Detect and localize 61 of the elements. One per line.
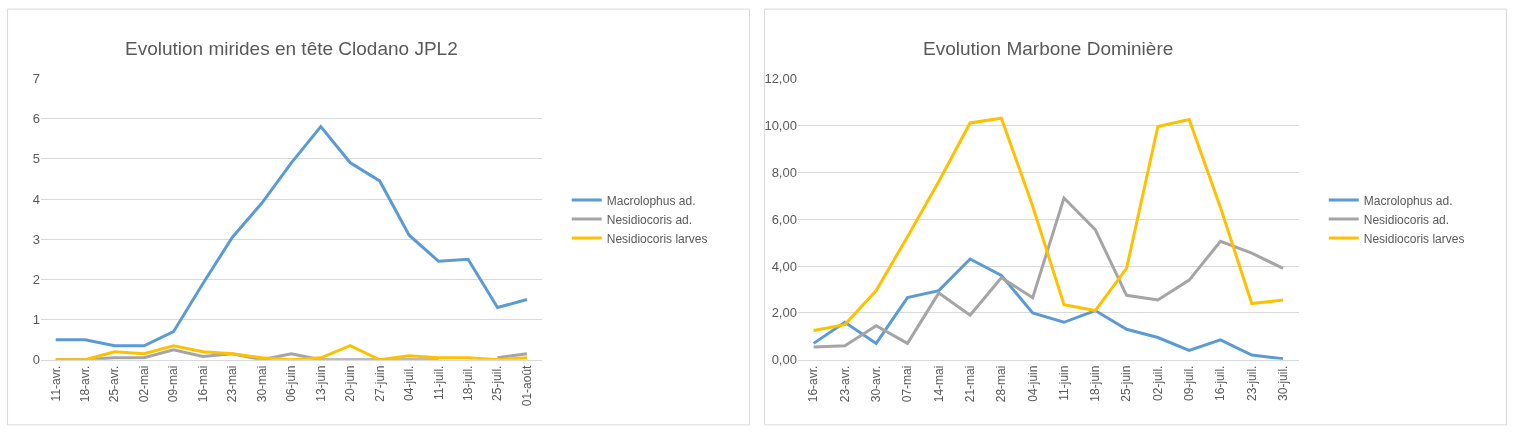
- x-tick-label: 25-juil.: [490, 365, 505, 401]
- x-tick-label: 25-avr.: [107, 365, 122, 403]
- x-tick-label: 04-juin: [1025, 365, 1040, 402]
- y-tick-label: 3: [32, 231, 40, 247]
- line-series: [812, 196, 1285, 349]
- x-tick-label: 16-mai: [195, 365, 210, 403]
- y-tick-label: 10,00: [764, 117, 797, 133]
- y-tick-label: 2: [32, 271, 40, 287]
- x-tick-label: 07-mai: [900, 365, 915, 403]
- y-tick-label: 2,00: [771, 305, 797, 321]
- x-tick-label: 20-juin: [343, 365, 358, 402]
- y-tick-label: 7: [32, 70, 40, 86]
- legend-label: Nesidiocoris larves: [1363, 231, 1465, 246]
- chart-title: Evolution Marbone Dominière: [923, 38, 1174, 59]
- y-tick-label: 0,00: [771, 352, 797, 368]
- x-tick-label: 16-avr.: [806, 365, 821, 403]
- line-series: [812, 257, 1285, 360]
- y-tick-label: 4,00: [771, 258, 797, 274]
- x-tick-label: 01-août: [519, 364, 534, 407]
- x-tick-label: 11-juin: [1056, 365, 1071, 401]
- chart-title: Evolution mirides en tête Clodano JPL2: [125, 38, 458, 59]
- x-tick-label: 09-mai: [166, 365, 181, 403]
- x-tick-label: 30-juil.: [1275, 365, 1290, 401]
- x-tick-label: 13-juin: [313, 365, 328, 402]
- y-tick-label: 6,00: [771, 211, 797, 227]
- y-tick-label: 0: [32, 352, 40, 368]
- x-tick-label: 06-juin: [284, 365, 299, 402]
- x-tick-label: 04-juil.: [402, 365, 417, 401]
- legend-label: Nesidiocoris ad.: [1363, 212, 1450, 227]
- y-tick-label: 5: [32, 151, 40, 167]
- x-tick-label: 11-juil.: [431, 365, 446, 401]
- legend-label: Nesidiocoris ad.: [606, 212, 693, 227]
- y-tick-label: 4: [32, 191, 40, 207]
- line-series: [54, 125, 529, 348]
- x-tick-label: 23-avr.: [837, 365, 852, 403]
- legend-label: Macrolophus ad.: [1363, 193, 1453, 208]
- x-tick-label: 02-mai: [136, 365, 151, 403]
- x-tick-label: 30-mai: [254, 365, 269, 403]
- x-tick-label: 27-juin: [372, 365, 387, 402]
- x-tick-label: 14-mai: [931, 365, 946, 403]
- y-tick-label: 6: [32, 111, 40, 127]
- y-tick-label: 1: [32, 312, 40, 328]
- y-tick-label: 8,00: [771, 164, 797, 180]
- x-tick-label: 23-juil.: [1244, 365, 1259, 401]
- line-series: [812, 116, 1285, 332]
- x-tick-label: 16-juil.: [1213, 365, 1228, 401]
- x-tick-label: 18-juin: [1088, 365, 1103, 402]
- x-tick-label: 25-juin: [1119, 365, 1134, 402]
- x-tick-label: 28-mai: [994, 365, 1009, 403]
- x-tick-label: 09-juil.: [1182, 365, 1197, 401]
- x-tick-label: 21-mai: [962, 365, 977, 403]
- x-tick-label: 02-juil.: [1150, 365, 1165, 401]
- legend-label: Macrolophus ad.: [606, 193, 696, 208]
- legend-label: Nesidiocoris larves: [606, 231, 708, 246]
- line-series: [54, 344, 529, 360]
- y-tick-label: 12,00: [764, 70, 797, 86]
- x-tick-label: 18-juil.: [460, 365, 475, 401]
- x-tick-label: 30-avr.: [869, 365, 884, 403]
- x-tick-label: 23-mai: [225, 365, 240, 403]
- x-tick-label: 18-avr.: [78, 365, 93, 403]
- x-tick-label: 11-avr.: [48, 365, 63, 402]
